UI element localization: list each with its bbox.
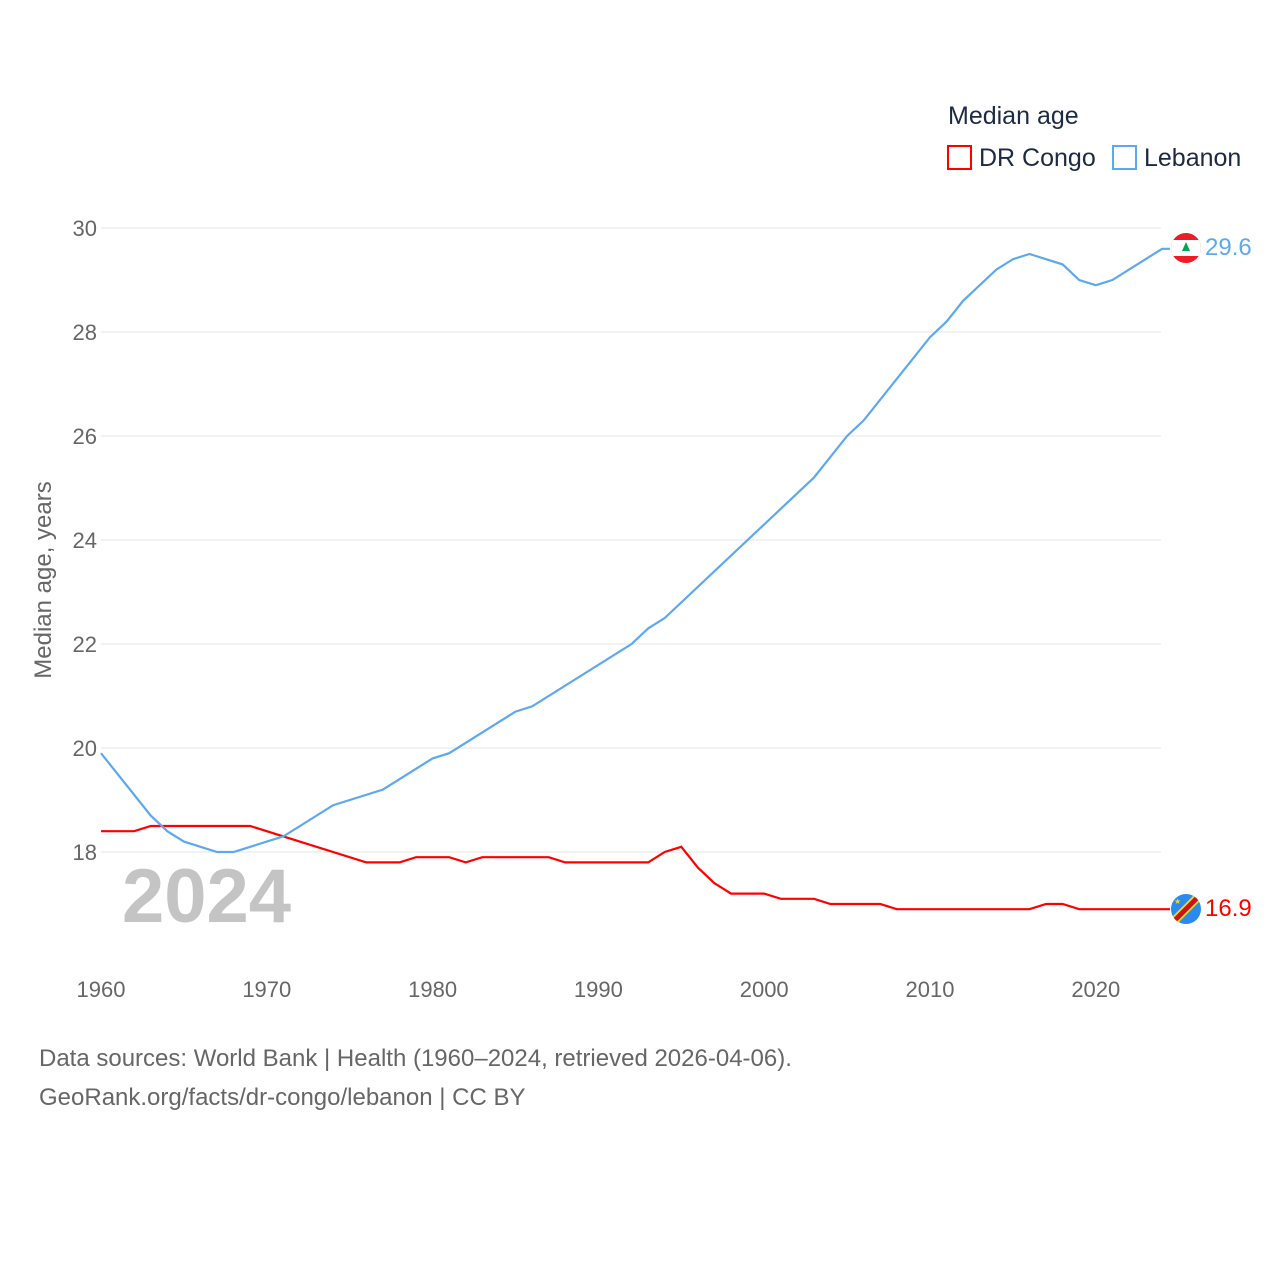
- legend-swatch-lebanon: [1112, 145, 1137, 170]
- x-tick-label: 1960: [77, 977, 126, 1002]
- y-tick-label: 24: [73, 528, 97, 553]
- dr-congo-flag-icon: ★: [1171, 894, 1201, 924]
- x-tick-label: 2000: [740, 977, 789, 1002]
- legend-label-lebanon: Lebanon: [1144, 144, 1241, 172]
- series-line-lebanon: [100, 247, 1170, 854]
- legend-item-dr-congo[interactable]: DR Congo: [947, 144, 1096, 172]
- y-tick-label: 22: [73, 632, 97, 657]
- legend-label-dr-congo: DR Congo: [979, 144, 1096, 172]
- footer-link[interactable]: GeoRank.org/facts/dr-congo/lebanon | CC …: [39, 1084, 526, 1111]
- y-tick-label: 20: [73, 736, 97, 761]
- x-tick-label: 1970: [242, 977, 291, 1002]
- year-watermark: 2024: [122, 854, 291, 939]
- legend-title: Median age: [948, 102, 1079, 130]
- y-tick-label: 30: [73, 216, 97, 241]
- y-tick-label: 26: [73, 424, 97, 449]
- x-tick-label: 2010: [906, 977, 955, 1002]
- legend-item-lebanon[interactable]: Lebanon: [1112, 144, 1241, 172]
- x-tick-label: 1990: [574, 977, 623, 1002]
- x-tick-label: 2020: [1071, 977, 1120, 1002]
- end-label-lebanon: 29.6: [1205, 234, 1252, 261]
- series-line-dr-congo: [101, 824, 1170, 911]
- footer-sources: Data sources: World Bank | Health (1960–…: [39, 1045, 792, 1072]
- lebanon-flag-icon: [1171, 233, 1201, 263]
- y-tick-label: 28: [73, 320, 97, 345]
- svg-text:★: ★: [1174, 897, 1181, 906]
- x-tick-label: 1980: [408, 977, 457, 1002]
- end-label-dr-congo: 16.9: [1205, 895, 1252, 922]
- y-tick-label: 18: [73, 840, 97, 865]
- y-axis-label: Median age, years: [30, 481, 57, 678]
- legend-swatch-dr-congo: [947, 145, 972, 170]
